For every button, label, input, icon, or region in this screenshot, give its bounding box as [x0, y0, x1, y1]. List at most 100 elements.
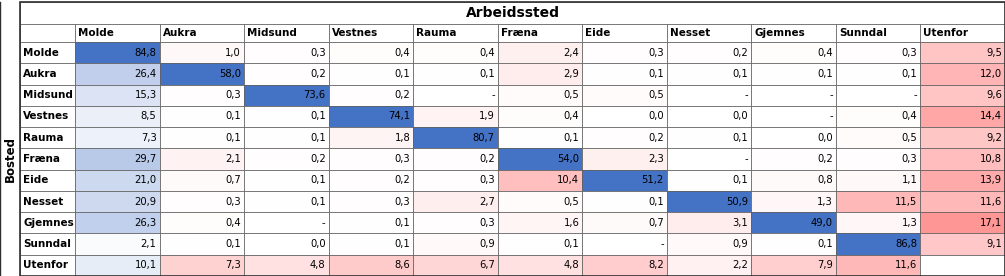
FancyBboxPatch shape	[75, 84, 160, 106]
FancyBboxPatch shape	[667, 127, 752, 148]
FancyBboxPatch shape	[413, 24, 497, 42]
FancyBboxPatch shape	[836, 63, 921, 84]
Text: Eide: Eide	[585, 28, 611, 38]
Text: 8,6: 8,6	[394, 260, 410, 270]
Text: 0,5: 0,5	[564, 197, 579, 206]
FancyBboxPatch shape	[75, 24, 160, 42]
Text: 50,9: 50,9	[727, 197, 749, 206]
Text: Midsund: Midsund	[247, 28, 296, 38]
FancyBboxPatch shape	[329, 255, 413, 276]
FancyBboxPatch shape	[329, 84, 413, 106]
FancyBboxPatch shape	[752, 42, 836, 63]
FancyBboxPatch shape	[497, 233, 582, 255]
Text: Bosted: Bosted	[3, 136, 16, 182]
Text: 8,5: 8,5	[141, 112, 157, 121]
Text: 2,1: 2,1	[141, 239, 157, 249]
FancyBboxPatch shape	[667, 191, 752, 212]
Text: 0,1: 0,1	[310, 112, 326, 121]
FancyBboxPatch shape	[752, 191, 836, 212]
FancyBboxPatch shape	[413, 212, 497, 233]
Text: 0,3: 0,3	[225, 197, 241, 206]
FancyBboxPatch shape	[667, 106, 752, 127]
Text: 1,3: 1,3	[817, 197, 833, 206]
FancyBboxPatch shape	[752, 84, 836, 106]
Text: 1,6: 1,6	[564, 218, 579, 228]
Text: 0,1: 0,1	[817, 69, 833, 79]
Text: 51,2: 51,2	[641, 175, 664, 185]
Text: 21,0: 21,0	[135, 175, 157, 185]
FancyBboxPatch shape	[244, 106, 329, 127]
FancyBboxPatch shape	[413, 127, 497, 148]
Text: 11,5: 11,5	[895, 197, 918, 206]
Text: 1,1: 1,1	[901, 175, 918, 185]
Text: Gjemnes: Gjemnes	[755, 28, 805, 38]
FancyBboxPatch shape	[75, 127, 160, 148]
Text: 0,0: 0,0	[310, 239, 326, 249]
Text: -: -	[322, 218, 326, 228]
FancyBboxPatch shape	[160, 233, 244, 255]
FancyBboxPatch shape	[497, 191, 582, 212]
FancyBboxPatch shape	[497, 84, 582, 106]
FancyBboxPatch shape	[244, 255, 329, 276]
FancyBboxPatch shape	[667, 148, 752, 170]
Text: 0,1: 0,1	[733, 133, 749, 143]
Text: 0,4: 0,4	[225, 218, 241, 228]
Text: 0,4: 0,4	[817, 48, 833, 58]
FancyBboxPatch shape	[244, 84, 329, 106]
FancyBboxPatch shape	[667, 84, 752, 106]
FancyBboxPatch shape	[329, 127, 413, 148]
FancyBboxPatch shape	[921, 233, 1005, 255]
FancyBboxPatch shape	[75, 170, 160, 191]
Text: 8,2: 8,2	[648, 260, 664, 270]
Text: 0,9: 0,9	[479, 239, 494, 249]
Text: 0,1: 0,1	[394, 218, 410, 228]
Text: 0,1: 0,1	[648, 69, 664, 79]
Text: 0,5: 0,5	[901, 133, 918, 143]
FancyBboxPatch shape	[20, 148, 75, 170]
FancyBboxPatch shape	[20, 63, 75, 84]
FancyBboxPatch shape	[921, 191, 1005, 212]
Text: Eide: Eide	[23, 175, 48, 185]
Text: 15,3: 15,3	[135, 90, 157, 100]
FancyBboxPatch shape	[582, 106, 667, 127]
FancyBboxPatch shape	[836, 84, 921, 106]
Text: 11,6: 11,6	[980, 197, 1002, 206]
FancyBboxPatch shape	[582, 63, 667, 84]
Text: 9,6: 9,6	[986, 90, 1002, 100]
FancyBboxPatch shape	[413, 84, 497, 106]
Text: 0,4: 0,4	[479, 48, 494, 58]
FancyBboxPatch shape	[582, 191, 667, 212]
Text: 0,5: 0,5	[564, 90, 579, 100]
FancyBboxPatch shape	[582, 170, 667, 191]
Text: 0,1: 0,1	[564, 133, 579, 143]
FancyBboxPatch shape	[752, 127, 836, 148]
Text: 0,3: 0,3	[648, 48, 664, 58]
Text: Utenfor: Utenfor	[23, 260, 68, 270]
Text: 0,5: 0,5	[648, 90, 664, 100]
Text: 26,4: 26,4	[135, 69, 157, 79]
FancyBboxPatch shape	[20, 106, 75, 127]
Text: 2,7: 2,7	[478, 197, 494, 206]
Text: 9,2: 9,2	[986, 133, 1002, 143]
Text: 74,1: 74,1	[388, 112, 410, 121]
FancyBboxPatch shape	[752, 106, 836, 127]
FancyBboxPatch shape	[244, 233, 329, 255]
Text: Nesset: Nesset	[23, 197, 63, 206]
Text: 49,0: 49,0	[811, 218, 833, 228]
FancyBboxPatch shape	[667, 233, 752, 255]
FancyBboxPatch shape	[160, 255, 244, 276]
FancyBboxPatch shape	[244, 212, 329, 233]
FancyBboxPatch shape	[921, 255, 1005, 276]
Text: 10,1: 10,1	[135, 260, 157, 270]
Text: 0,7: 0,7	[225, 175, 241, 185]
Text: 13,9: 13,9	[980, 175, 1002, 185]
FancyBboxPatch shape	[752, 24, 836, 42]
FancyBboxPatch shape	[497, 212, 582, 233]
Text: 80,7: 80,7	[472, 133, 494, 143]
FancyBboxPatch shape	[160, 106, 244, 127]
FancyBboxPatch shape	[75, 63, 160, 84]
FancyBboxPatch shape	[836, 233, 921, 255]
FancyBboxPatch shape	[75, 233, 160, 255]
Text: -: -	[745, 90, 749, 100]
Text: 12,0: 12,0	[980, 69, 1002, 79]
